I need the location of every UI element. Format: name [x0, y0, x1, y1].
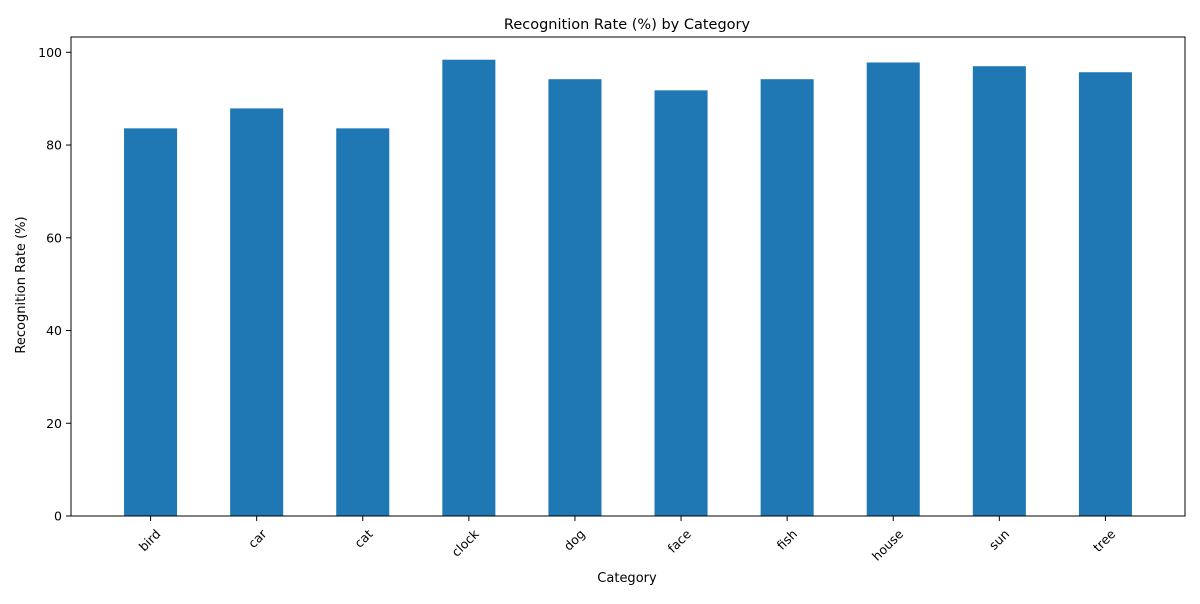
x-axis-label: Category: [597, 571, 657, 586]
bar-house: [866, 62, 920, 516]
plot-frame: [70, 36, 1186, 517]
y-axis: 0 20 40 60 80 100: [38, 45, 71, 524]
bar-tree: [1078, 72, 1132, 517]
bar-sun: [972, 66, 1026, 517]
bar-face: [654, 90, 708, 516]
bar-dog: [548, 79, 602, 516]
y-tick-label: 80: [46, 138, 62, 153]
chart-title: Recognition Rate (%) by Category: [504, 17, 751, 33]
bar-cat: [336, 128, 390, 516]
y-tick-label: 20: [46, 416, 62, 431]
y-tick-label: 60: [46, 230, 62, 245]
y-axis-label: Recognition Rate (%): [14, 216, 29, 353]
y-tick-label: 100: [38, 45, 62, 60]
y-tick-label: 40: [46, 323, 62, 338]
bar-car: [230, 108, 284, 516]
y-tick-label: 0: [54, 509, 62, 524]
bar-bird: [124, 128, 178, 516]
bars-layer: [124, 59, 1132, 517]
bar-fish: [760, 79, 814, 516]
bar-clock: [442, 59, 496, 516]
